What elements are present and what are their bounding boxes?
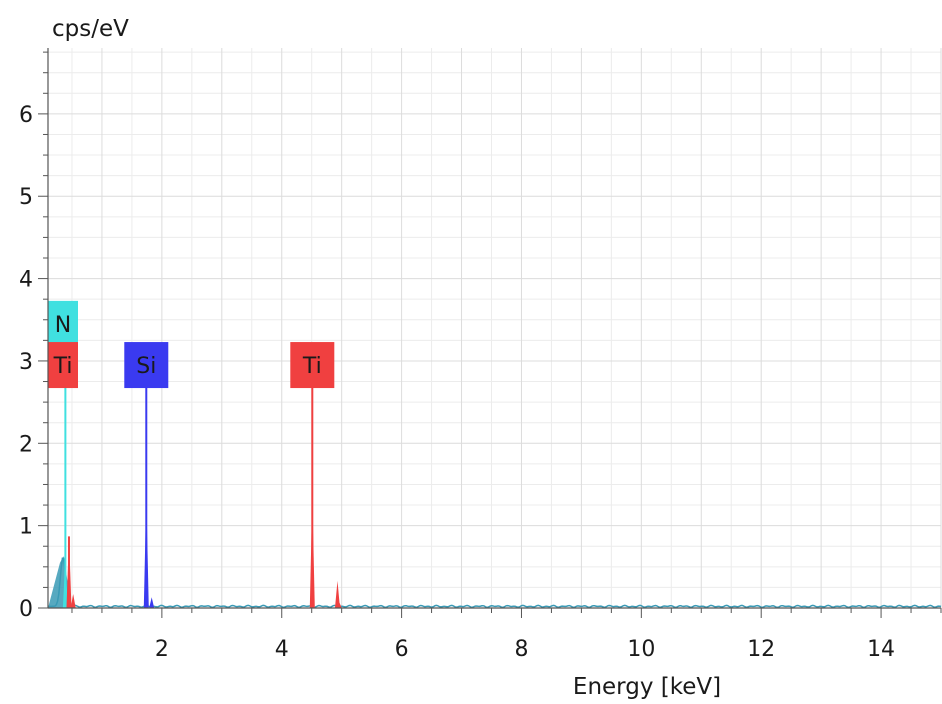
- axes: [47, 48, 941, 609]
- y-tick-label: 4: [19, 268, 33, 293]
- y-tick-label: 1: [19, 515, 33, 540]
- x-tick-label: 8: [514, 637, 528, 662]
- spectrum-line: [48, 557, 942, 609]
- peak: [149, 597, 155, 608]
- x-tick-label: 2: [155, 637, 169, 662]
- y-tick-label: 5: [19, 185, 33, 210]
- grid-minor: [48, 48, 941, 608]
- peak: [336, 602, 342, 608]
- marker-label: Ti: [53, 354, 73, 379]
- peak: [334, 580, 340, 608]
- marker-label: Si: [136, 354, 156, 379]
- marker-label-box: [48, 342, 78, 389]
- y-tick-label: 3: [19, 350, 33, 375]
- x-tick-label: 10: [627, 637, 655, 662]
- marker-label: N: [55, 313, 71, 338]
- marker-label-box: [124, 342, 169, 389]
- x-tick-label: 4: [275, 637, 289, 662]
- grid-major: [48, 48, 942, 608]
- element-markers: N Ti Si Ti: [48, 300, 335, 608]
- x-axis-label: Energy [keV]: [573, 674, 721, 700]
- x-tick-label: 12: [747, 637, 775, 662]
- peaks: [62, 495, 342, 608]
- x-tick-label: 14: [867, 637, 895, 662]
- y-tick-label: 2: [19, 432, 33, 457]
- y-tick-label: 6: [19, 103, 33, 128]
- spectrum: [48, 556, 942, 609]
- x-tick-label: 6: [395, 637, 409, 662]
- marker-label-box: [48, 300, 78, 347]
- marker-label-box: [290, 342, 335, 389]
- y-tick-label: 0: [19, 597, 33, 622]
- peak: [70, 594, 76, 608]
- y-axis-label: cps/eV: [52, 16, 129, 42]
- marker-label: Ti: [302, 354, 322, 379]
